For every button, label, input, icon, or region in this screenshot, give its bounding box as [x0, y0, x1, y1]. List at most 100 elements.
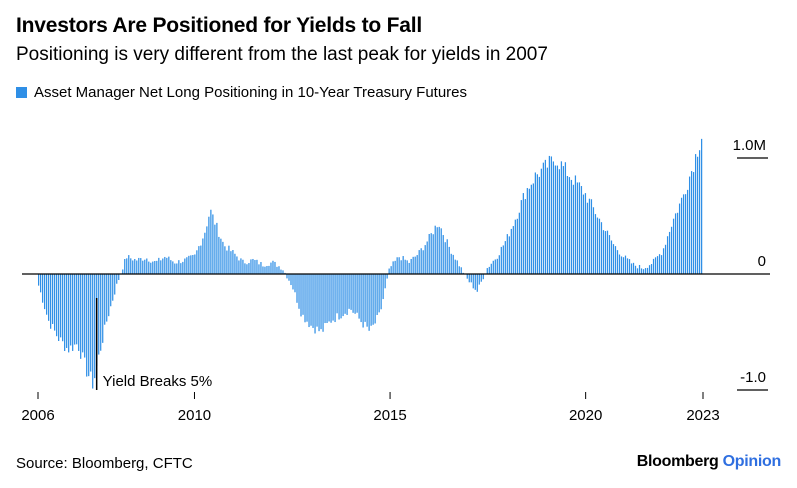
bar	[646, 267, 649, 274]
bar	[308, 274, 310, 328]
bar	[584, 193, 587, 274]
bar	[282, 270, 284, 274]
bar	[472, 274, 474, 289]
bar	[624, 255, 627, 274]
bar	[438, 226, 440, 274]
bar	[238, 260, 240, 274]
x-tick-label: 2015	[373, 407, 406, 424]
bar	[680, 197, 683, 274]
bar	[440, 228, 442, 274]
bar	[682, 194, 685, 274]
bar	[206, 226, 208, 274]
bar	[110, 274, 112, 307]
bar	[166, 257, 168, 274]
bar	[300, 274, 302, 317]
bar	[404, 259, 406, 274]
bar	[566, 176, 569, 274]
x-axis: 2006 2010 2015 2020 2023	[21, 392, 720, 424]
bar	[532, 183, 534, 274]
bar	[50, 274, 52, 329]
bar	[144, 259, 146, 274]
bar	[276, 266, 278, 274]
bar	[582, 194, 585, 274]
bar	[522, 193, 524, 274]
bar	[272, 260, 274, 274]
bar	[576, 182, 579, 274]
bar	[556, 165, 559, 274]
bar	[402, 256, 404, 274]
bar	[344, 274, 346, 314]
bar	[492, 260, 494, 274]
bar	[474, 274, 476, 290]
bar	[194, 254, 196, 274]
bar	[136, 260, 138, 274]
bar	[608, 235, 611, 274]
bar	[650, 264, 653, 274]
bar	[334, 274, 336, 323]
bar	[262, 266, 264, 274]
bar	[684, 194, 687, 274]
bar	[538, 176, 540, 274]
bar	[672, 218, 675, 274]
bar	[494, 259, 496, 274]
bar	[246, 264, 248, 274]
bar	[366, 274, 368, 327]
bar	[180, 263, 182, 274]
bar	[150, 262, 152, 274]
bar	[516, 218, 518, 274]
bar	[196, 250, 198, 274]
bar	[390, 266, 392, 274]
bar	[328, 274, 330, 322]
bar	[636, 268, 639, 274]
bar	[354, 274, 356, 314]
bar	[422, 250, 424, 274]
bar	[534, 172, 536, 274]
bar	[396, 257, 398, 274]
bar	[98, 274, 100, 355]
bar	[616, 250, 619, 274]
bar	[658, 254, 661, 274]
bar	[602, 230, 605, 274]
bar	[386, 274, 388, 279]
bar	[542, 162, 544, 274]
bar	[372, 274, 374, 325]
bar	[546, 167, 549, 274]
bar	[600, 222, 603, 274]
bar	[116, 274, 118, 284]
bar	[434, 225, 436, 274]
bar	[268, 265, 270, 274]
bar	[668, 231, 671, 274]
bar	[104, 274, 106, 325]
bar	[690, 171, 693, 274]
legend-swatch	[16, 87, 27, 98]
bar	[58, 274, 60, 341]
bar	[358, 274, 360, 319]
bar	[420, 248, 422, 274]
bar	[322, 274, 324, 332]
bar	[56, 274, 58, 337]
bar	[332, 274, 334, 321]
bar	[610, 240, 613, 274]
bar	[376, 274, 378, 315]
bar	[74, 274, 76, 345]
bar	[280, 269, 282, 274]
bar	[558, 169, 561, 274]
brand-accent: Opinion	[722, 453, 782, 470]
bar	[480, 274, 482, 282]
bar	[548, 155, 551, 274]
bar	[88, 274, 90, 377]
bar	[174, 263, 176, 274]
bar	[466, 274, 468, 279]
bar	[632, 262, 635, 274]
bar	[252, 258, 254, 274]
bar	[172, 261, 174, 274]
bar	[642, 269, 645, 274]
bar	[696, 156, 699, 274]
y-tick-label: 0	[758, 253, 766, 270]
bar	[162, 258, 164, 274]
bar	[102, 274, 104, 343]
bar	[614, 246, 617, 274]
bar	[106, 274, 108, 322]
bar	[310, 274, 312, 326]
bar	[512, 226, 514, 274]
